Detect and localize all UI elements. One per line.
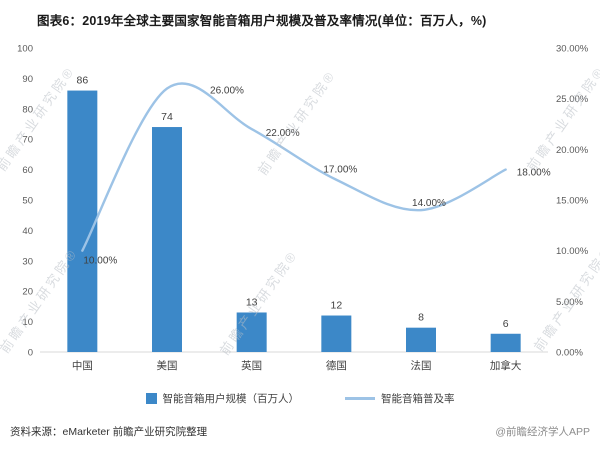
left-axis-tick: 60 (22, 165, 33, 176)
chart-canvas: 100908070605040302010030.00%25.00%20.00%… (17, 44, 589, 373)
category-label: 美国 (157, 359, 178, 372)
bar (490, 333, 521, 352)
bar (67, 90, 98, 352)
category-label: 英国 (241, 359, 262, 372)
right-axis-tick: 30.00% (556, 44, 589, 55)
right-axis-tick: 10.00% (556, 246, 589, 257)
bar-value-label: 74 (161, 111, 173, 123)
bar (152, 127, 182, 352)
bar-value-label: 12 (330, 300, 342, 312)
line-value-label: 18.00% (517, 168, 551, 179)
line-value-label: 26.00% (210, 86, 244, 97)
bar (406, 327, 436, 352)
left-axis-tick: 40 (22, 226, 33, 237)
left-axis-tick: 50 (22, 196, 33, 207)
line-value-label: 22.00% (266, 128, 300, 139)
right-axis-tick: 0.00% (556, 348, 583, 359)
category-label: 中国 (72, 359, 93, 372)
line-series-label: 智能音箱普及率 (381, 393, 455, 405)
left-axis-tick: 80 (22, 104, 33, 115)
right-axis-tick: 15.00% (556, 196, 589, 207)
line-value-label: 14.00% (412, 198, 446, 209)
legend-item-user-scale: 智能音箱用户规模（百万人） (145, 391, 300, 406)
line-value-label: 17.00% (323, 165, 357, 176)
bar (236, 312, 267, 352)
bar-value-label: 13 (246, 296, 258, 308)
left-axis-tick: 100 (17, 44, 33, 55)
legend: 智能音箱用户规模（百万人） 智能音箱普及率 (0, 391, 600, 406)
left-axis-tick: 30 (22, 256, 33, 267)
right-axis-tick: 20.00% (556, 145, 589, 156)
legend-item-penetration: 智能音箱普及率 (345, 391, 455, 406)
left-axis-tick: 10 (22, 317, 33, 328)
line-value-label: 10.00% (83, 256, 117, 267)
right-axis-tick: 5.00% (556, 297, 583, 308)
right-axis-tick: 25.00% (556, 94, 589, 105)
page-title: 图表6：2019年全球主要国家智能音箱用户规模及普及率情况(单位：百万人，%) (37, 14, 487, 28)
bar-series-label: 智能音箱用户规模（百万人） (162, 393, 300, 405)
left-axis-tick: 20 (22, 287, 33, 298)
category-label: 法国 (411, 359, 432, 372)
bar-value-label: 8 (418, 312, 424, 324)
bar-series-swatch (145, 393, 157, 404)
left-axis-tick: 0 (28, 348, 33, 359)
bar (321, 315, 352, 352)
brand-note: @前瞻经济学人APP (495, 426, 590, 438)
penetration-line (81, 82, 507, 252)
source-note: 资料来源：eMarketer 前瞻产业研究院整理 (10, 426, 208, 438)
line-series-swatch (345, 397, 375, 400)
bar-value-label: 6 (503, 318, 509, 330)
category-label: 加拿大 (490, 359, 522, 372)
bar-value-label: 86 (76, 75, 88, 87)
footer: 资料来源：eMarketer 前瞻产业研究院整理 @前瞻经济学人APP (0, 424, 600, 439)
left-axis-tick: 70 (22, 135, 33, 146)
left-axis-tick: 90 (22, 74, 33, 85)
category-label: 德国 (326, 359, 347, 372)
